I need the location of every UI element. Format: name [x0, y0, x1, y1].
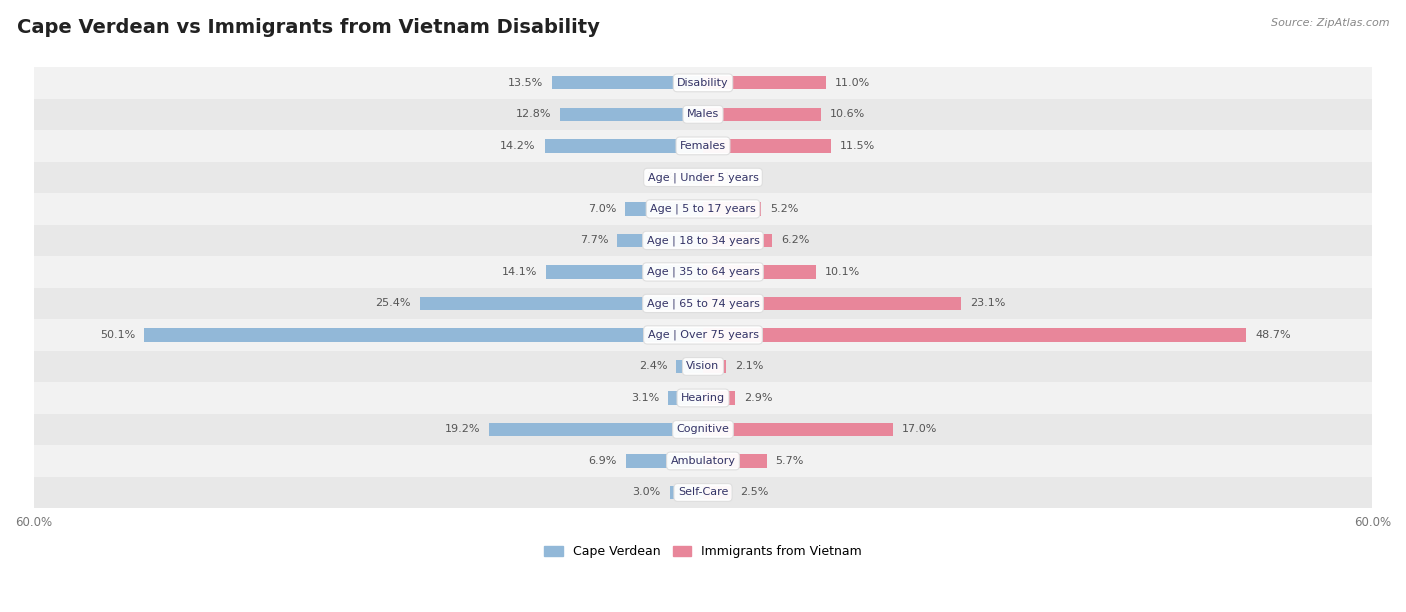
Bar	[34, 445, 1372, 477]
Text: Disability: Disability	[678, 78, 728, 88]
Bar	[703, 328, 1246, 341]
Bar	[34, 414, 1372, 445]
Text: 7.0%: 7.0%	[588, 204, 616, 214]
Text: 12.8%: 12.8%	[516, 110, 551, 119]
Text: 3.0%: 3.0%	[633, 488, 661, 498]
Text: Age | Under 5 years: Age | Under 5 years	[648, 172, 758, 182]
Text: 5.2%: 5.2%	[770, 204, 799, 214]
Bar	[703, 171, 716, 184]
Bar	[489, 423, 703, 436]
Bar	[703, 297, 960, 310]
Bar	[703, 203, 761, 215]
Bar	[703, 423, 893, 436]
Text: 50.1%: 50.1%	[100, 330, 135, 340]
Text: 2.9%: 2.9%	[744, 393, 773, 403]
Bar	[560, 108, 703, 121]
Bar	[546, 266, 703, 278]
Bar	[544, 140, 703, 152]
Text: Age | 65 to 74 years: Age | 65 to 74 years	[647, 298, 759, 308]
Text: 11.5%: 11.5%	[841, 141, 876, 151]
Text: Self-Care: Self-Care	[678, 488, 728, 498]
Text: Age | 5 to 17 years: Age | 5 to 17 years	[650, 204, 756, 214]
Bar	[143, 328, 703, 341]
Bar	[34, 67, 1372, 99]
Text: 23.1%: 23.1%	[970, 299, 1005, 308]
Text: 6.2%: 6.2%	[782, 236, 810, 245]
Text: Vision: Vision	[686, 362, 720, 371]
Text: 48.7%: 48.7%	[1256, 330, 1291, 340]
Bar	[553, 76, 703, 89]
Text: 11.0%: 11.0%	[835, 78, 870, 88]
Bar	[34, 351, 1372, 382]
Bar	[703, 140, 831, 152]
Text: Males: Males	[688, 110, 718, 119]
Bar	[703, 486, 731, 499]
Bar	[626, 454, 703, 468]
Bar	[703, 360, 727, 373]
Bar	[34, 288, 1372, 319]
Text: 1.1%: 1.1%	[724, 173, 752, 182]
Text: Cape Verdean vs Immigrants from Vietnam Disability: Cape Verdean vs Immigrants from Vietnam …	[17, 18, 600, 37]
Bar	[703, 108, 821, 121]
Text: Hearing: Hearing	[681, 393, 725, 403]
Bar	[703, 391, 735, 405]
Bar	[34, 225, 1372, 256]
Bar	[685, 171, 703, 184]
Bar	[703, 234, 772, 247]
Legend: Cape Verdean, Immigrants from Vietnam: Cape Verdean, Immigrants from Vietnam	[538, 540, 868, 563]
Bar	[34, 319, 1372, 351]
Text: 19.2%: 19.2%	[444, 425, 479, 435]
Text: 25.4%: 25.4%	[375, 299, 411, 308]
Text: 1.7%: 1.7%	[647, 173, 675, 182]
Text: 6.9%: 6.9%	[589, 456, 617, 466]
Text: 14.1%: 14.1%	[502, 267, 537, 277]
Text: 10.6%: 10.6%	[830, 110, 866, 119]
Text: 5.7%: 5.7%	[776, 456, 804, 466]
Text: Age | 35 to 64 years: Age | 35 to 64 years	[647, 267, 759, 277]
Bar	[703, 76, 825, 89]
Bar	[34, 193, 1372, 225]
Text: 14.2%: 14.2%	[501, 141, 536, 151]
Text: Age | 18 to 34 years: Age | 18 to 34 years	[647, 235, 759, 245]
Text: 13.5%: 13.5%	[508, 78, 544, 88]
Text: 10.1%: 10.1%	[824, 267, 860, 277]
Text: 2.1%: 2.1%	[735, 362, 763, 371]
Text: 2.4%: 2.4%	[638, 362, 668, 371]
Text: Source: ZipAtlas.com: Source: ZipAtlas.com	[1271, 18, 1389, 28]
Text: 7.7%: 7.7%	[579, 236, 609, 245]
Text: 17.0%: 17.0%	[901, 425, 936, 435]
Text: 2.5%: 2.5%	[740, 488, 768, 498]
Bar	[419, 297, 703, 310]
Text: Ambulatory: Ambulatory	[671, 456, 735, 466]
Bar	[34, 256, 1372, 288]
Bar	[669, 486, 703, 499]
Bar	[34, 99, 1372, 130]
Text: Age | Over 75 years: Age | Over 75 years	[648, 330, 758, 340]
Bar	[624, 203, 703, 215]
Bar	[34, 477, 1372, 508]
Bar	[34, 162, 1372, 193]
Text: 3.1%: 3.1%	[631, 393, 659, 403]
Bar	[34, 382, 1372, 414]
Text: Cognitive: Cognitive	[676, 425, 730, 435]
Bar	[668, 391, 703, 405]
Text: Females: Females	[681, 141, 725, 151]
Bar	[703, 454, 766, 468]
Bar	[703, 266, 815, 278]
Bar	[34, 130, 1372, 162]
Bar	[617, 234, 703, 247]
Bar	[676, 360, 703, 373]
